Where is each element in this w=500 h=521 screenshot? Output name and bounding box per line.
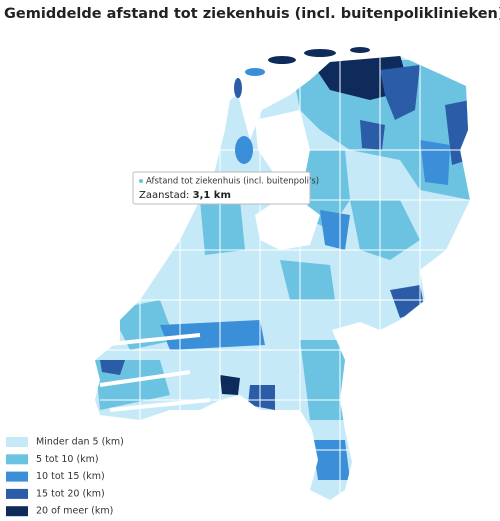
tooltip-series: Afstand tot ziekenhuis (incl. buitenpoli… bbox=[146, 177, 319, 187]
legend-swatch bbox=[6, 437, 28, 447]
tooltip-box bbox=[132, 171, 311, 205]
legend-label: 20 of meer (km) bbox=[36, 506, 113, 517]
tooltip: Afstand tot ziekenhuis (incl. buitenpoli… bbox=[132, 171, 319, 205]
legend-label: Minder dan 5 (km) bbox=[36, 437, 124, 448]
estuaries bbox=[99, 333, 211, 412]
title: Gemiddelde afstand tot ziekenhuis (incl.… bbox=[4, 6, 500, 22]
tooltip-text: Zaanstad: 3,1 km bbox=[139, 190, 231, 201]
legend-swatch bbox=[6, 488, 28, 499]
tooltip-region: Zaanstad: bbox=[139, 190, 189, 201]
legend-swatch bbox=[6, 454, 28, 465]
legend-label: 10 tot 15 (km) bbox=[36, 471, 105, 482]
legend-swatch bbox=[6, 471, 28, 482]
tooltip-dot bbox=[139, 179, 143, 183]
tooltip-value: 3,1 km bbox=[193, 190, 231, 201]
islands bbox=[234, 47, 370, 164]
legend-label: 15 tot 20 (km) bbox=[36, 488, 105, 499]
legend-swatch bbox=[6, 506, 28, 517]
legend: Minder dan 5 (km) 5 tot 10 (km) 10 tot 15 … bbox=[6, 437, 124, 517]
legend-label: 5 tot 10 (km) bbox=[36, 454, 99, 465]
